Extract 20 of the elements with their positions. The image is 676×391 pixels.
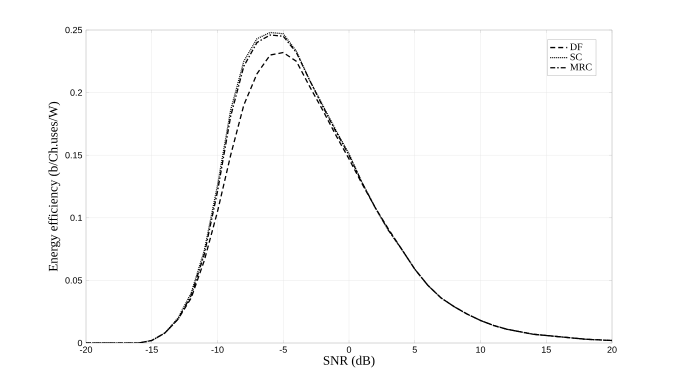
x-axis-title: SNR (dB) [324,356,375,368]
x-tick-label: -15 [146,346,158,353]
y-tick-label: 0.2 [70,89,82,96]
x-tick-label: -10 [211,346,224,353]
x-tick-label: 10 [476,346,486,353]
y-tick-label: 0.1 [70,214,82,221]
y-axis-title: Energy efficiency (b/Ch.uses/W) [48,102,60,272]
x-tick-label: 5 [412,346,417,353]
y-tick-label: 0.15 [65,152,82,158]
y-tick-label: 0 [78,340,82,346]
legend-label: DF [570,44,582,50]
legend-label: MRC [570,64,592,70]
x-tick-label: -20 [80,346,92,353]
x-tick-label: 20 [607,346,617,353]
x-tick-label: 15 [542,346,551,353]
y-tick-label: 0.25 [65,26,82,34]
legend-label: SC [570,54,582,60]
y-tick-label: 0.05 [65,277,82,284]
x-tick-label: 0 [346,346,352,353]
x-tick-label: -5 [280,346,287,353]
